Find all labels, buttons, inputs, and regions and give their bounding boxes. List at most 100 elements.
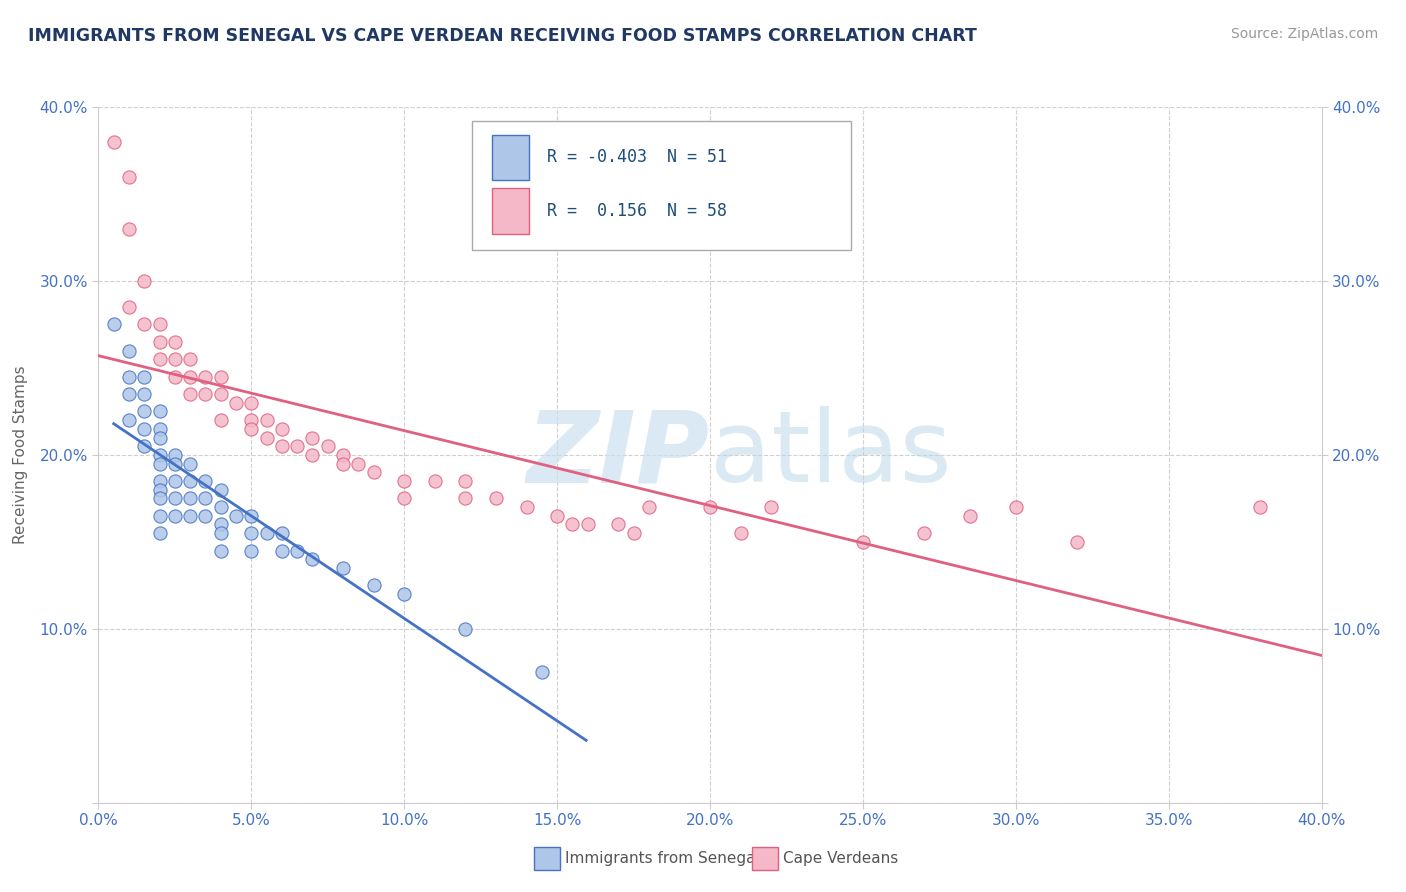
Point <box>134 404 156 418</box>
Point <box>134 369 156 384</box>
Point <box>392 474 416 488</box>
Point <box>179 387 201 401</box>
Point <box>149 431 172 445</box>
Point <box>301 552 323 566</box>
Point <box>149 404 172 418</box>
Point <box>179 508 201 523</box>
Point <box>759 500 782 514</box>
FancyBboxPatch shape <box>471 121 851 250</box>
Point <box>1249 500 1271 514</box>
Point <box>163 508 186 523</box>
Point <box>256 526 278 541</box>
Text: Source: ZipAtlas.com: Source: ZipAtlas.com <box>1230 27 1378 41</box>
Point <box>118 169 141 184</box>
Point <box>256 413 278 427</box>
Point <box>194 508 217 523</box>
Point <box>392 491 416 506</box>
Point <box>209 413 232 427</box>
Point <box>516 500 538 514</box>
Point <box>179 474 201 488</box>
Text: atlas: atlas <box>710 407 952 503</box>
Point <box>392 587 416 601</box>
Point <box>149 352 172 367</box>
Point <box>530 665 553 680</box>
Point <box>561 517 583 532</box>
Point <box>730 526 752 541</box>
Point <box>576 517 599 532</box>
Point <box>285 439 308 453</box>
Y-axis label: Receiving Food Stamps: Receiving Food Stamps <box>14 366 28 544</box>
Point <box>240 396 263 410</box>
Point <box>149 526 172 541</box>
Point <box>623 526 645 541</box>
Point <box>118 369 141 384</box>
Point <box>194 369 217 384</box>
Point <box>194 491 217 506</box>
Point <box>194 387 217 401</box>
Point <box>363 466 385 480</box>
Point <box>285 543 308 558</box>
Point <box>209 483 232 497</box>
Point <box>301 448 323 462</box>
Point <box>240 422 263 436</box>
Point <box>149 491 172 506</box>
Text: Cape Verdeans: Cape Verdeans <box>783 851 898 865</box>
Point <box>163 352 186 367</box>
Point <box>103 135 125 149</box>
Text: R =  0.156  N = 58: R = 0.156 N = 58 <box>547 202 727 220</box>
Point <box>454 491 477 506</box>
Point <box>179 491 201 506</box>
Point <box>163 334 186 349</box>
Point <box>179 457 201 471</box>
Point <box>270 439 292 453</box>
Point <box>134 439 156 453</box>
Point <box>347 457 370 471</box>
Point <box>699 500 721 514</box>
Point <box>270 422 292 436</box>
Point <box>163 474 186 488</box>
Point <box>118 387 141 401</box>
Text: Immigrants from Senegal: Immigrants from Senegal <box>565 851 761 865</box>
Point <box>959 508 981 523</box>
Point <box>179 352 201 367</box>
Point <box>163 369 186 384</box>
Point <box>118 300 141 314</box>
FancyBboxPatch shape <box>492 188 529 234</box>
Point <box>118 413 141 427</box>
Point <box>1066 534 1088 549</box>
Text: R = -0.403  N = 51: R = -0.403 N = 51 <box>547 148 727 167</box>
Point <box>240 526 263 541</box>
Point <box>301 431 323 445</box>
Point <box>1004 500 1026 514</box>
Point <box>209 369 232 384</box>
Point <box>852 534 875 549</box>
Point <box>149 457 172 471</box>
Point <box>225 508 247 523</box>
Point <box>103 318 125 332</box>
Point <box>240 413 263 427</box>
Point <box>332 561 354 575</box>
Point <box>240 508 263 523</box>
Point <box>134 274 156 288</box>
Point <box>149 483 172 497</box>
Point <box>179 369 201 384</box>
Point <box>134 318 156 332</box>
Point <box>118 343 141 358</box>
Point <box>149 334 172 349</box>
Point <box>454 474 477 488</box>
Point <box>134 387 156 401</box>
Point <box>546 508 568 523</box>
Point <box>637 500 661 514</box>
Text: IMMIGRANTS FROM SENEGAL VS CAPE VERDEAN RECEIVING FOOD STAMPS CORRELATION CHART: IMMIGRANTS FROM SENEGAL VS CAPE VERDEAN … <box>28 27 977 45</box>
Point <box>363 578 385 592</box>
Point <box>149 448 172 462</box>
Point <box>149 508 172 523</box>
Point <box>194 474 217 488</box>
Point <box>270 543 292 558</box>
Point <box>332 448 354 462</box>
Point <box>134 422 156 436</box>
Point <box>209 500 232 514</box>
Text: ZIP: ZIP <box>527 407 710 503</box>
Point <box>163 491 186 506</box>
Point <box>149 422 172 436</box>
